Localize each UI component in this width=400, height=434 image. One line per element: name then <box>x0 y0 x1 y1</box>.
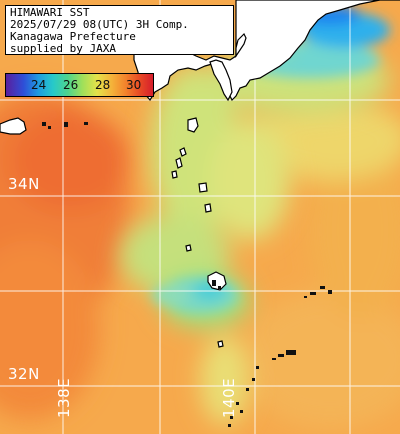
no-data-speck <box>246 388 249 391</box>
no-data-speck <box>236 402 239 405</box>
no-data-speck <box>230 416 233 419</box>
legend-tick: 24 <box>31 78 47 92</box>
west-coast <box>0 117 27 135</box>
no-data-speck <box>272 358 276 360</box>
no-data-speck <box>228 424 231 427</box>
no-data-speck <box>304 296 307 298</box>
lon-label-138e: 138E <box>55 377 73 418</box>
no-data-speck <box>320 286 325 289</box>
no-data-speck <box>252 378 255 381</box>
no-data-speck <box>48 126 51 129</box>
lat-label-34n: 34N <box>8 175 40 193</box>
title-line: Kanagawa Prefecture <box>10 30 136 43</box>
shikinejima-island <box>171 170 178 179</box>
no-data-speck <box>310 292 316 295</box>
legend-tick: 30 <box>126 78 142 92</box>
title-line: 2025/07/29 08(UTC) 3H Comp. <box>10 18 189 31</box>
aogashima-island <box>217 340 224 348</box>
miyakejima-island <box>204 203 212 213</box>
niijima-island <box>175 157 183 169</box>
no-data-speck <box>256 366 259 369</box>
title-line: supplied by JAXA <box>10 42 116 55</box>
no-data-speck <box>84 122 88 125</box>
no-data-specks <box>42 122 332 427</box>
no-data-speck <box>42 122 46 126</box>
title-box: HIMAWARI SST 2025/07/29 08(UTC) 3H Comp.… <box>5 5 234 55</box>
kozushima-island <box>198 182 208 193</box>
oshima-island <box>187 117 199 133</box>
title-line: HIMAWARI SST <box>10 6 90 19</box>
legend-tick: 26 <box>63 78 79 92</box>
mikurajima-island <box>185 244 192 252</box>
legend-tick: 28 <box>95 78 111 92</box>
toshima-island <box>179 147 187 157</box>
izu-peninsula <box>209 59 233 102</box>
no-data-speck <box>240 410 243 413</box>
no-data-speck <box>328 290 332 294</box>
boso-coast <box>235 32 247 58</box>
lat-label-32n: 32N <box>8 365 40 383</box>
no-data-speck <box>218 286 221 289</box>
no-data-speck <box>64 122 68 127</box>
no-data-speck <box>212 280 216 286</box>
no-data-speck <box>286 350 296 355</box>
color-scale-legend: 24 26 28 30 <box>5 73 154 97</box>
lon-label-140e: 140E <box>220 377 238 418</box>
no-data-speck <box>278 354 284 357</box>
